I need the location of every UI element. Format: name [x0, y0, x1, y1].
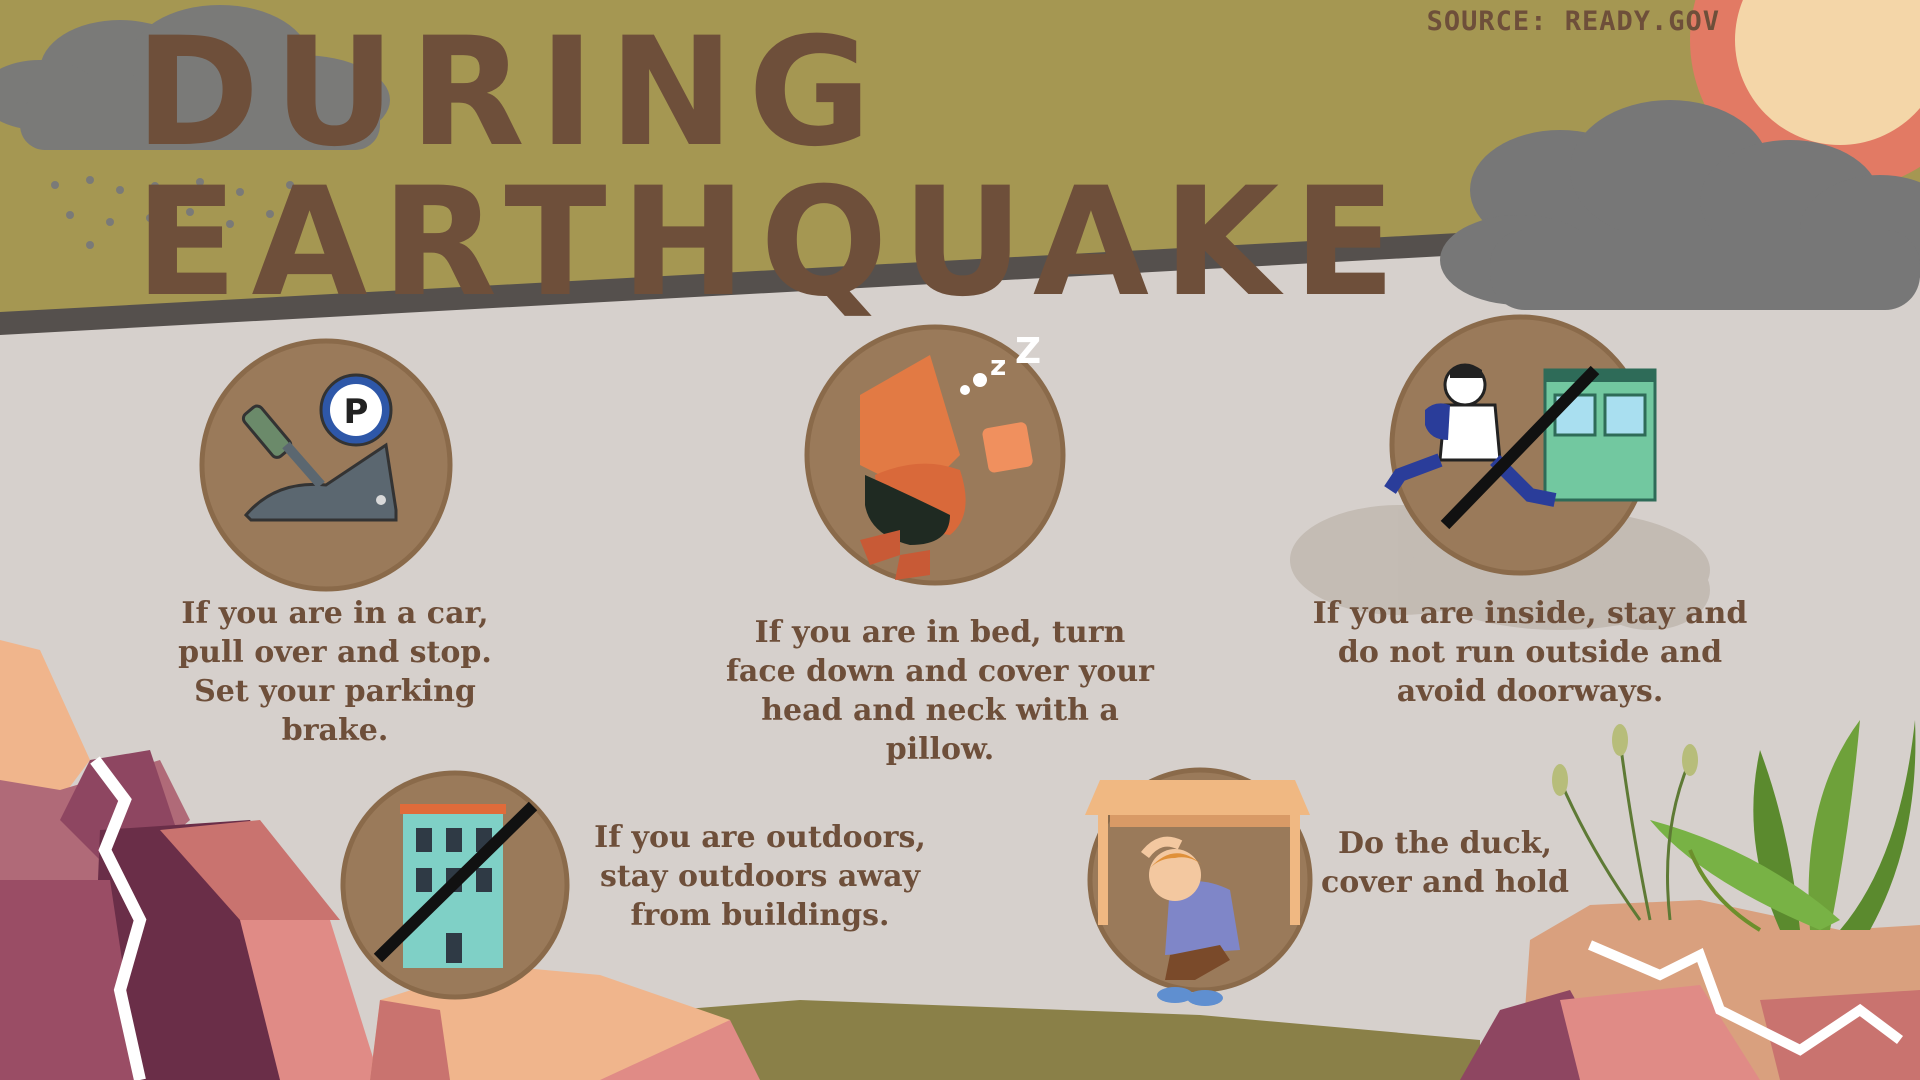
rocks-right [1460, 900, 1920, 1080]
svg-text:Z: Z [1015, 331, 1041, 372]
svg-text:P: P [344, 392, 369, 432]
tip-duck-cover-hold: Do the duck, cover and hold [1321, 826, 1569, 900]
duck-under-table-icon [1085, 767, 1313, 1006]
rain-cloud-right [1440, 100, 1920, 310]
tip-inside: If you are inside, stay and do not run o… [1312, 596, 1748, 709]
tip-car: If you are in a car, pull over and stop.… [178, 596, 492, 748]
source-credit: SOURCE: READY.GOV [1426, 6, 1720, 37]
page-title: DURING EARTHQUAKE [135, 6, 1410, 330]
rocks-left [0, 640, 380, 1080]
no-building-icon [340, 770, 570, 1000]
plants [1552, 720, 1916, 932]
rain-cloud-left [0, 5, 390, 150]
sleeping-person-pillow-icon: z Z [804, 324, 1066, 586]
header-band [0, 0, 1920, 312]
svg-text:z: z [990, 349, 1006, 382]
raindrops [51, 176, 294, 249]
no-running-outside-icon [1384, 314, 1657, 576]
parking-brake-icon: P [199, 338, 453, 592]
tip-bed: If you are in bed, turn face down and co… [726, 615, 1154, 767]
tip-outdoors: If you are outdoors, stay outdoors away … [594, 820, 926, 933]
